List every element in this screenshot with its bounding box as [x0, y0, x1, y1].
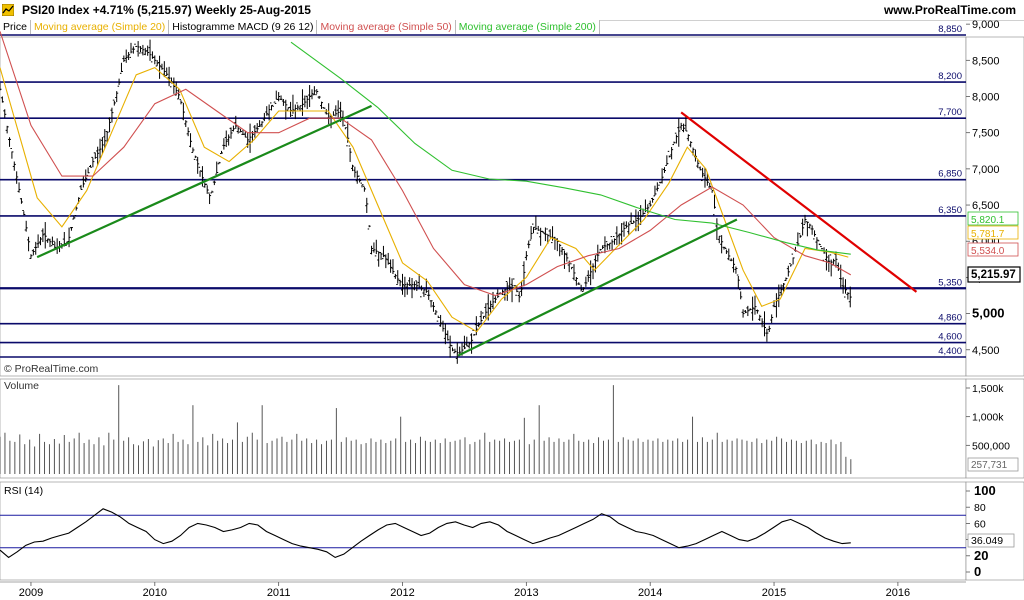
rsi-plot-area [0, 481, 967, 581]
rsi-line [0, 508, 851, 559]
current-value-label: 5,781.7 [971, 229, 1005, 240]
x-axis: 2009 2010 2011 2012 2013 2014 2015 2016 [0, 581, 966, 599]
rsi-current-box [967, 533, 1015, 548]
ma200-line [290, 41, 851, 255]
trendline [36, 104, 372, 259]
indicator-legend: Price Moving average (Simple 20) Histogram… [0, 20, 600, 36]
level-label: 6,850 [938, 169, 962, 180]
y-tick-label: 8,500 [972, 55, 1000, 67]
current-value-label: 5,534.0 [971, 246, 1005, 257]
level-label: 6,350 [938, 205, 962, 216]
level-label: 8,850 [938, 24, 962, 35]
level-label: 5,350 [938, 277, 962, 288]
x-tick-label: 2009 [19, 587, 43, 599]
rsi-panel: 10080604020036.049 [0, 481, 1024, 581]
y-tick-label: 7,500 [972, 128, 1000, 140]
level-label: 8,200 [938, 71, 962, 82]
y-tick-label: 100 [974, 483, 996, 498]
level-label: 4,600 [938, 332, 962, 343]
legend-macd[interactable]: Histogramme MACD (9 26 12) [169, 20, 318, 34]
price-bars [0, 39, 852, 364]
legend-ma50[interactable]: Moving average (Simple 50) [317, 20, 456, 34]
y-tick-label: 8,000 [972, 92, 1000, 104]
price-axis-area [965, 36, 1024, 377]
level-label: 4,860 [938, 313, 962, 324]
volume-plot-area [0, 378, 967, 479]
level-label: 4,400 [938, 346, 962, 357]
ma20-line [0, 66, 849, 333]
chart-title: PSI20 Index +4.71% (5,215.97) Weekly 25-… [22, 3, 311, 17]
y-tick-label: 5,000 [972, 306, 1005, 321]
site-url[interactable]: www.ProRealTime.com [883, 3, 1016, 17]
legend-ma20[interactable]: Moving average (Simple 20) [30, 20, 170, 34]
y-tick-label: 20 [974, 548, 988, 563]
y-tick-label: 0 [974, 564, 981, 579]
chart-icon [2, 4, 14, 16]
y-tick-label: 60 [974, 518, 986, 530]
volume-current-label: 257,731 [971, 460, 1008, 471]
x-tick-label: 2012 [390, 587, 414, 599]
x-tick-label: 2016 [886, 587, 910, 599]
x-tick-label: 2013 [514, 587, 538, 599]
trendline [680, 111, 918, 293]
y-tick-label: 1,000k [972, 412, 1004, 424]
x-tick-label: 2010 [143, 587, 167, 599]
volume-panel-label: Volume [4, 380, 39, 392]
rsi-current-label: 36.049 [971, 535, 1003, 547]
current-value-box [967, 266, 1021, 283]
watermark: © ProRealTime.com [4, 363, 99, 375]
y-tick-label: 9,000 [972, 19, 1000, 31]
price-panel: 8,850 8,200 7,700 6,850 6,350 5,350 4,860 4,600… [0, 19, 1024, 377]
y-tick-label: 1,500k [972, 383, 1004, 395]
current-value-box [967, 211, 1019, 226]
y-tick-label: 4,500 [972, 345, 1000, 357]
y-tick-label: 500,000 [972, 440, 1010, 452]
ma50-line [0, 31, 852, 297]
legend-ma200[interactable]: Moving average (Simple 200) [455, 20, 600, 34]
rsi-axis-area [965, 481, 1024, 581]
current-value-box [967, 242, 1019, 257]
y-tick-label: 80 [974, 502, 986, 514]
rsi-panel-label: RSI (14) [4, 485, 43, 497]
current-value-label: 5,215.97 [971, 269, 1016, 281]
volume-panel: 1,500k 1,000k 500,000 257,731 [0, 378, 1024, 479]
current-value-label: 5,820.1 [971, 215, 1005, 226]
x-tick-label: 2011 [267, 587, 291, 599]
x-tick-label: 2015 [762, 587, 786, 599]
price-plot-area [0, 36, 967, 377]
current-value-box [967, 225, 1019, 240]
trendline [457, 218, 738, 357]
y-tick-label: 7,000 [972, 164, 1000, 176]
y-tick-label: 6,500 [972, 200, 1000, 212]
level-label: 7,700 [938, 107, 962, 118]
x-tick-label: 2014 [638, 587, 662, 599]
legend-price[interactable]: Price [0, 20, 31, 34]
volume-current-box [967, 457, 1019, 472]
